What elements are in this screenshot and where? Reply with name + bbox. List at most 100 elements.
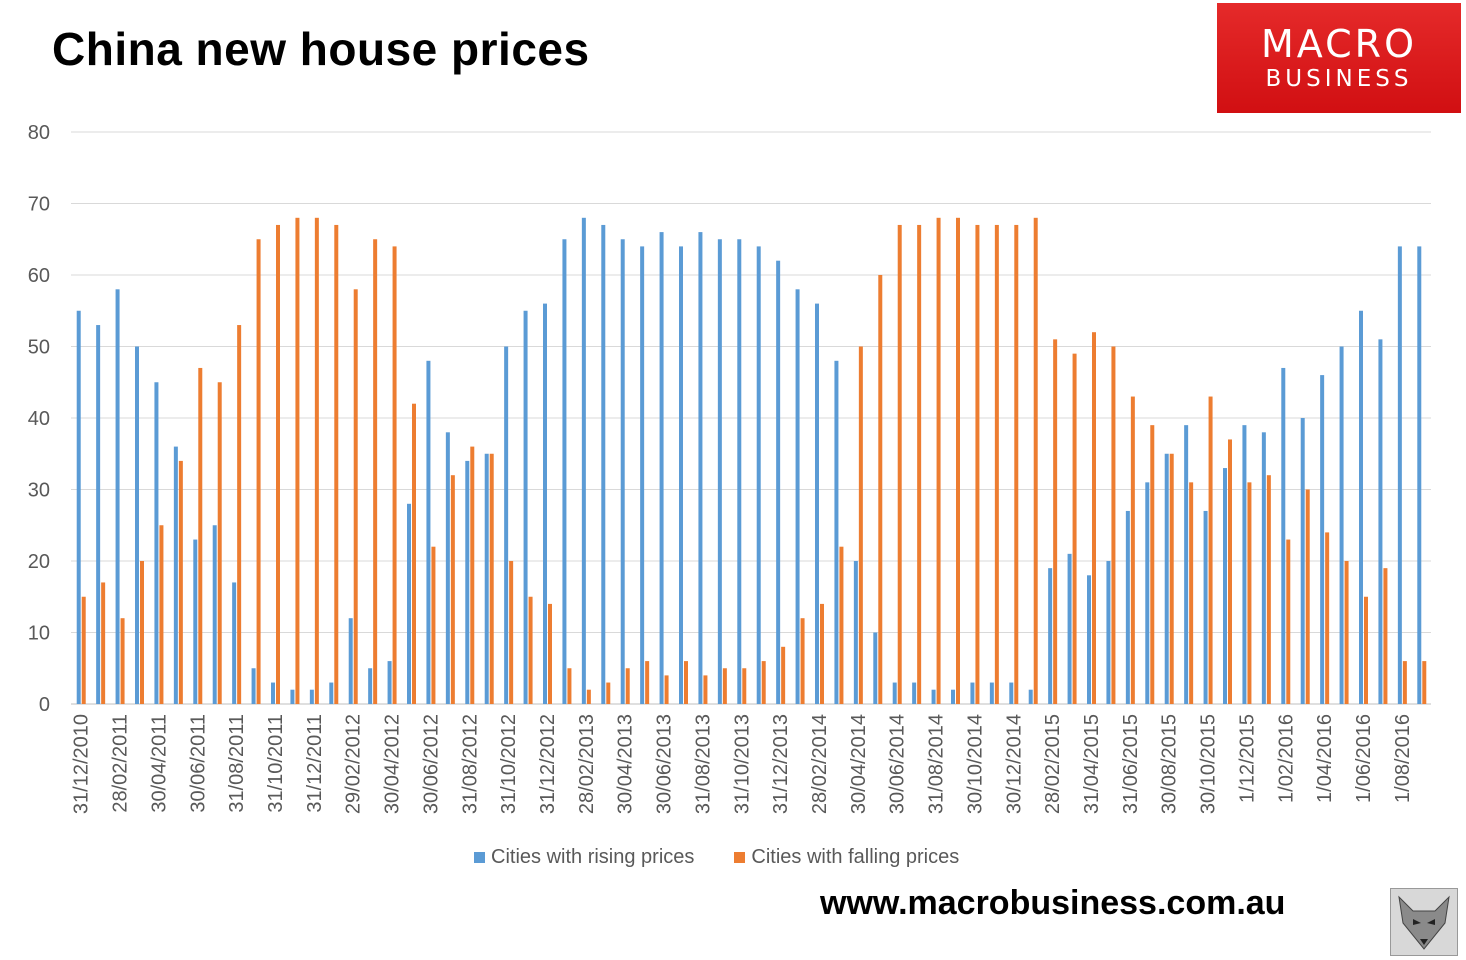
bar-rising [659,232,664,704]
legend-item-falling: Cities with falling prices [734,846,959,869]
bar-falling [1383,568,1388,704]
x-tick-label: 31/08/2012 [459,714,481,814]
bar-falling [684,661,688,704]
bar-rising [562,239,567,704]
bar-rising [1320,375,1325,704]
bar-rising [445,432,450,704]
bar-rising [620,239,625,704]
bar-falling [781,646,786,704]
bar-falling [412,403,416,704]
bar-falling [761,661,766,704]
bar-rising [309,689,314,704]
bar-rising [912,682,917,704]
legend-item-rising: Cities with rising prices [474,846,694,869]
bar-rising [426,360,431,704]
legend: Cities with rising prices Cities with fa… [474,846,959,869]
bar-rising [834,360,839,704]
bar-rising [348,618,353,704]
bar-falling [1305,489,1310,704]
bar-rising [1300,418,1305,704]
bar-falling [509,561,514,704]
bar-rising [1261,432,1266,704]
bar-falling [1364,596,1368,704]
bar-falling [975,224,980,704]
x-tick-label: 31/10/2011 [265,714,287,813]
y-tick-label: 0 [39,694,50,716]
bar-falling [1189,482,1194,704]
bar-rising [951,689,955,704]
bar-rising [873,632,878,704]
bar-rising [1397,246,1402,704]
bar-rising [776,260,781,704]
bar-falling [178,460,183,704]
bar-falling [956,217,960,705]
bar-falling [839,546,844,704]
x-tick-label: 28/02/2011 [110,714,132,813]
bar-falling [878,275,883,704]
bar-rising [154,382,159,704]
bar-rising [1242,425,1247,704]
bar-rising [1378,339,1383,704]
x-tick-label: 31/12/2011 [304,714,326,813]
bar-falling [800,618,805,704]
bar-rising [193,539,198,704]
x-tick-label: 30/10/2015 [1198,714,1220,814]
x-tick-label: 28/02/2014 [809,714,831,814]
bar-rising [931,689,936,704]
bar-rising [1087,575,1091,704]
bar-rising [756,246,761,704]
bar-rising [115,289,120,704]
bar-rising [1223,468,1227,704]
y-tick-label: 30 [28,480,50,502]
bar-falling [256,239,261,704]
x-tick-label: 31/08/2013 [692,714,714,814]
legend-label-rising: Cities with rising prices [491,846,695,868]
bar-rising [640,246,645,704]
x-tick-label: 31/08/2011 [226,714,248,813]
legend-label-falling: Cities with falling prices [751,846,960,868]
bar-falling [353,289,358,704]
bar-falling [295,217,300,705]
bar-rising [290,689,295,704]
bar-rising [1067,553,1072,704]
bar-falling [606,682,611,704]
bar-rising [815,303,819,704]
bar-rising [1203,510,1208,704]
bar-falling [1325,532,1330,704]
bar-falling [489,453,494,704]
legend-swatch-rising [474,852,485,863]
bar-rising [387,661,392,704]
x-tick-label: 31/12/2013 [770,714,792,814]
x-tick-label: 29/02/2012 [343,714,365,814]
x-tick-label: 31/06/2015 [1120,714,1142,814]
bar-falling [1208,396,1213,704]
legend-swatch-falling [734,852,746,863]
bar-falling [1169,453,1174,704]
bar-falling [198,367,203,704]
bar-falling [548,603,552,704]
bar-falling [858,346,863,704]
bar-rising [484,453,489,704]
x-tick-label: 31/10/2013 [731,714,753,814]
bar-falling [820,603,824,704]
bar-falling [664,675,669,704]
bar-rising [465,460,470,704]
bar-rising [523,310,528,704]
x-tick-label: 30/08/2015 [1159,714,1181,814]
bar-falling [1150,425,1155,704]
bar-rising [1028,689,1033,704]
bar-rising [271,682,275,704]
x-tick-label: 30/10/2014 [964,714,986,814]
x-tick-label: 30/06/2011 [187,714,209,813]
bar-rising [96,325,101,704]
y-tick-label: 60 [28,265,50,287]
bar-rising [698,232,703,704]
macro-business-logo: MACRO BUSINESS [1217,3,1461,113]
bar-falling [1072,353,1077,704]
y-tick-label: 70 [28,194,50,216]
bar-falling [528,596,533,704]
bar-rising [970,682,975,704]
bar-rising [368,668,373,704]
x-tick-label: 30/04/2012 [382,714,404,814]
bar-falling [1111,346,1116,704]
